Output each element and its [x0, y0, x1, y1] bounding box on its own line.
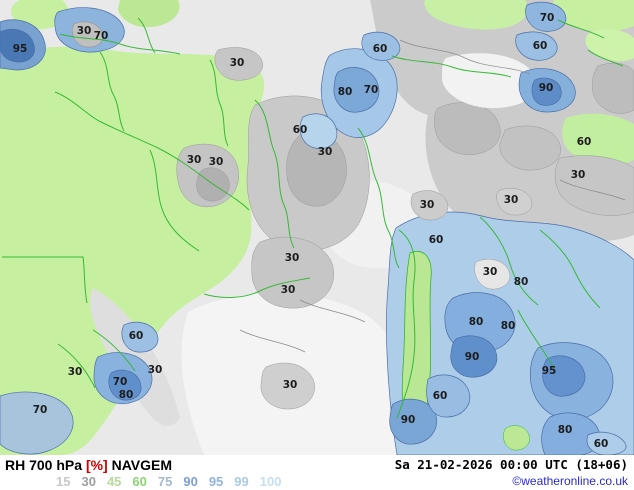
chart-title: RH 700 hPa [%] NAVGEM — [5, 457, 172, 473]
legend-value: 30 — [81, 474, 96, 489]
model-label: NAVGEM — [111, 457, 173, 473]
legend-value: 95 — [208, 474, 224, 489]
legend-value: 100 — [259, 474, 282, 489]
legend-value: 90 — [183, 474, 198, 489]
legend-value: 60 — [132, 474, 147, 489]
copyright-watermark: ©weatheronline.co.uk — [512, 474, 628, 488]
legend-value: 45 — [106, 474, 122, 489]
legend-value: 99 — [234, 474, 249, 489]
country-borders — [2, 17, 624, 419]
valid-time: Sa 21-02-2026 00:00 UTC (18+06) — [394, 457, 628, 472]
contour-lines — [239, 39, 626, 353]
unit-label: [%] — [85, 457, 108, 473]
india-dry-gaps — [410, 188, 533, 451]
interior-gray-blobs — [176, 47, 634, 410]
map-canvas: 30 70 95 30 60 80 70 70 60 90 60 30 30 30 60 30 30 30 60 30… — [0, 0, 634, 455]
legend-value: 15 — [56, 474, 71, 489]
humid-blue-regions — [0, 1, 634, 455]
parameter-label: RH 700 hPa — [5, 457, 83, 473]
legend-value: 75 — [157, 474, 173, 489]
legend-scale: 15 30 45 60 75 90 95 99 100 — [56, 474, 281, 489]
weather-map-svg — [0, 0, 634, 455]
footer: RH 700 hPa [%] NAVGEM Sa 21-02-2026 00:0… — [0, 455, 634, 490]
